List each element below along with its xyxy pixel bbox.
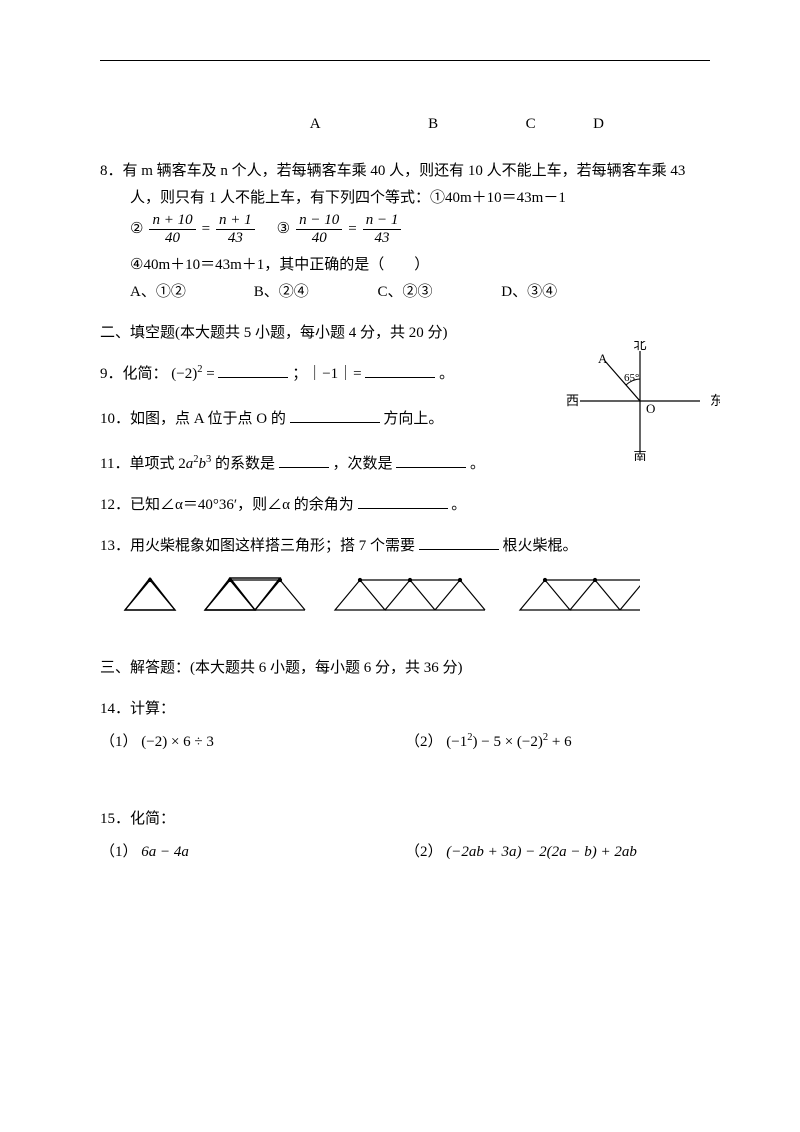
q11-pre: 11．单项式 — [100, 456, 178, 472]
q8-num: 8． — [100, 163, 123, 179]
q8-optC: C、②③ — [378, 279, 498, 306]
q14-p1-expr: (−2) × 6 ÷ 3 — [141, 734, 214, 750]
q15-p2-expr: (−2ab + 3a) − 2(2a − b) + 2ab — [446, 844, 637, 860]
q15-title: 15．化简： — [100, 806, 710, 833]
q14-p1-label: （1） — [100, 734, 138, 750]
q14-p2-label: （2） — [405, 734, 443, 750]
q15-p1-label: （1） — [100, 844, 138, 860]
q9-blank2 — [365, 362, 435, 378]
compass-angle: 65° — [624, 372, 639, 384]
q14-p2c: ) − 5 × (−2) — [472, 734, 542, 750]
q8-optB: B、②④ — [254, 279, 374, 306]
q12-pre: 12．已知∠α＝40°36′，则∠α 的余角为 — [100, 497, 354, 513]
q15-p1-expr: 6a − 4a — [141, 844, 189, 860]
question-12: 12．已知∠α＝40°36′，则∠α 的余角为 。 — [100, 492, 710, 519]
q9-expr1a: (−2) — [171, 366, 197, 382]
opt-b: B — [428, 111, 438, 138]
top-rule — [100, 60, 710, 61]
q8-options: A、①② B、②④ C、②③ D、③④ — [100, 279, 710, 306]
q12-blank — [358, 493, 448, 509]
q9-eq: = — [206, 366, 218, 382]
compass-east: 东 — [710, 393, 720, 408]
q8-optD: D、③④ — [501, 279, 621, 306]
q8-line1: 有 m 辆客车及 n 个人，若每辆客车乘 40 人，则还有 10 人不能上车，若… — [123, 163, 686, 179]
q11-mid1: 的系数是 — [215, 456, 275, 472]
opt-c: C — [526, 111, 536, 138]
q14-p2a: (−1 — [446, 734, 467, 750]
triangle-figures — [120, 570, 710, 625]
q13-post: 根火柴棍。 — [503, 538, 578, 554]
q13-pre: 13．用火柴棍象如图这样搭三角形；搭 7 个需要 — [100, 538, 415, 554]
option-row-abcd: A B C D — [100, 111, 710, 138]
compass-west: 西 — [566, 393, 579, 408]
compass-north: 北 — [633, 341, 646, 352]
q12-end: 。 — [451, 497, 466, 513]
q11-end: 。 — [470, 456, 485, 472]
q14-title: 14．计算： — [100, 696, 710, 723]
compass-figure: 北 南 东 西 A O 65° — [560, 341, 720, 461]
q9-end: 。 — [439, 366, 454, 382]
q10-pre: 10．如图，点 A 位于点 O 的 — [100, 411, 286, 427]
q8-circ2: ② — [130, 216, 143, 243]
q8-circ4: ④40m＋10＝43m＋1，其中正确的是（ ） — [130, 252, 429, 279]
q11-blank2 — [396, 452, 466, 468]
opt-a: A — [310, 111, 321, 138]
question-13: 13．用火柴棍象如图这样搭三角形；搭 7 个需要 根火柴棍。 — [100, 533, 710, 560]
q14-p2e: + 6 — [548, 734, 571, 750]
opt-d: D — [593, 111, 604, 138]
q11-mid2: ，次数是 — [332, 456, 392, 472]
eq-sign-2: = — [348, 216, 356, 243]
question-14: 14．计算： （1） (−2) × 6 ÷ 3 （2） (−12) − 5 × … — [100, 696, 710, 756]
q15-p2-label: （2） — [405, 844, 443, 860]
eq-sign-1: = — [202, 216, 210, 243]
q8-frac1: n + 1040 — [149, 212, 195, 246]
q8-optA: A、①② — [130, 279, 250, 306]
q11-blank1 — [279, 452, 329, 468]
q13-blank — [419, 534, 499, 550]
q8-frac4: n − 143 — [363, 212, 402, 246]
q9-expr1b: 2 — [197, 364, 202, 375]
section-3-title: 三、解答题：(本大题共 6 小题，每小题 6 分，共 36 分) — [100, 655, 710, 682]
compass-a: A — [598, 351, 608, 366]
q8-frac3: n − 1040 — [296, 212, 342, 246]
q9-blank1 — [218, 362, 288, 378]
question-15: 15．化简： （1） 6a − 4a （2） (−2ab + 3a) − 2(2… — [100, 806, 710, 866]
q10-blank — [290, 407, 380, 423]
q9-mid: ；｜−1｜= — [292, 366, 365, 382]
q8-circ3: ③ — [277, 216, 290, 243]
q10-post: 方向上。 — [383, 411, 443, 427]
question-8: 8．有 m 辆客车及 n 个人，若每辆客车乘 40 人，则还有 10 人不能上车… — [100, 158, 710, 306]
q11-bp: 3 — [206, 454, 211, 465]
q9-pre: 9．化简： — [100, 366, 168, 382]
compass-south: 南 — [633, 449, 646, 461]
q8-frac2: n + 143 — [216, 212, 255, 246]
compass-o: O — [646, 401, 655, 416]
q11-b: b — [198, 456, 206, 472]
q11-coef: 2 — [178, 456, 186, 472]
q8-line2: 人，则只有 1 人不能上车，有下列四个等式：①40m＋10＝43m－1 — [130, 190, 566, 206]
